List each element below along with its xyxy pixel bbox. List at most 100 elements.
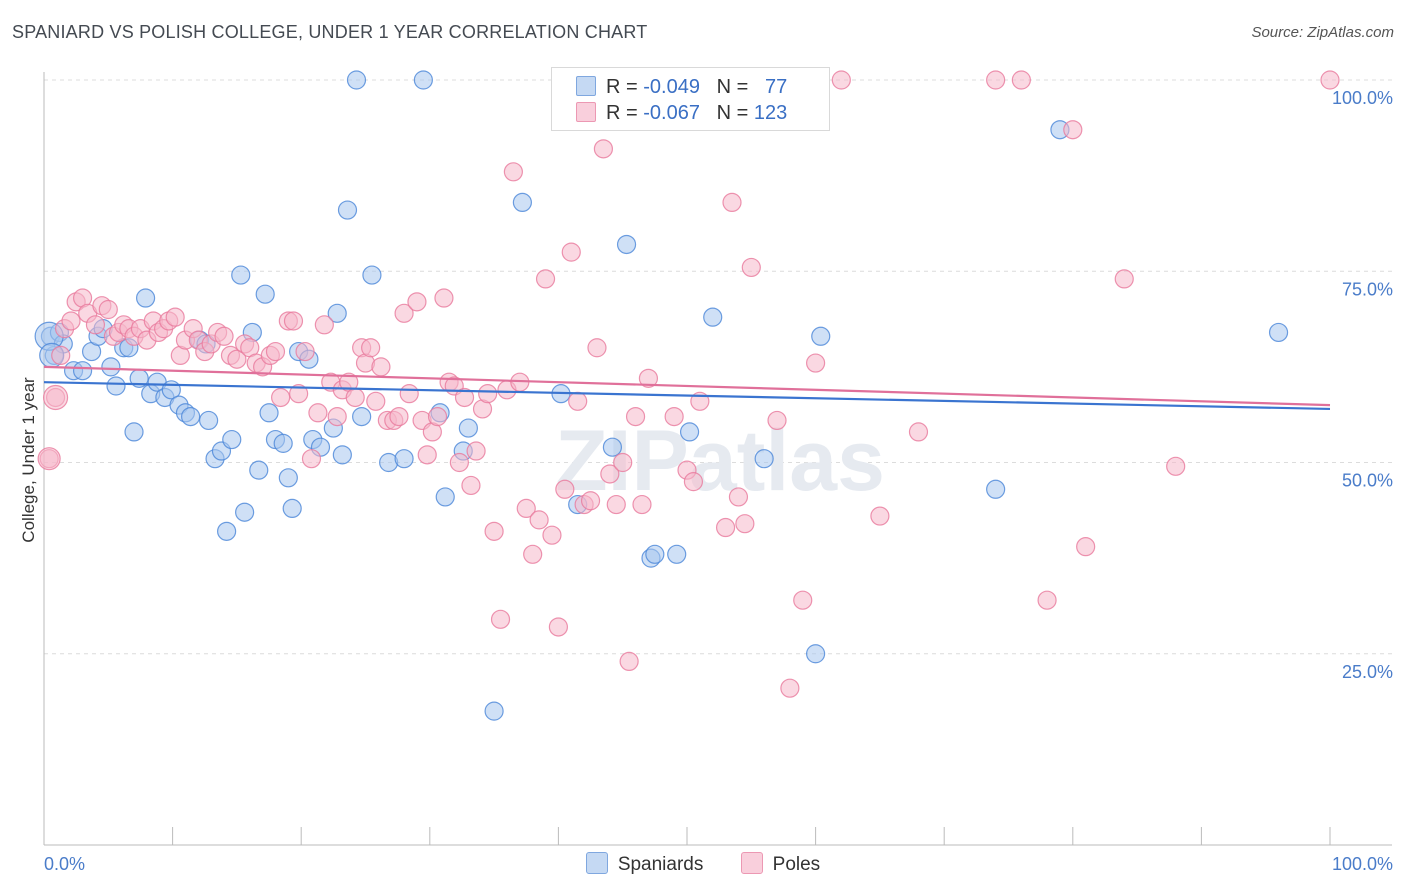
chart-title: SPANIARD VS POLISH COLLEGE, UNDER 1 YEAR… xyxy=(12,22,648,42)
data-point-poles xyxy=(606,494,626,515)
grid-lines xyxy=(44,79,1392,655)
data-point-poles xyxy=(227,349,247,369)
data-point-poles xyxy=(454,387,475,408)
data-point-poles xyxy=(986,70,1006,90)
data-point-poles xyxy=(434,288,454,308)
series-poles xyxy=(37,70,1340,698)
bottom-legend-poles: Poles xyxy=(740,852,820,876)
data-point-spaniards xyxy=(645,544,665,564)
data-point-spaniards xyxy=(512,192,532,212)
data-point-poles xyxy=(314,315,334,335)
data-point-poles xyxy=(908,422,929,442)
data-point-poles xyxy=(42,384,69,411)
data-point-poles xyxy=(722,192,742,212)
trend-line-spaniards xyxy=(43,381,1331,411)
data-point-poles xyxy=(741,257,761,278)
data-point-spaniards xyxy=(352,407,372,427)
y-tick-label: 25.0% xyxy=(1342,662,1393,682)
data-point-spaniards xyxy=(249,460,269,480)
data-point-spaniards xyxy=(255,284,275,304)
legend-r-value-spaniards: -0.049 xyxy=(643,76,700,98)
y-tick-label: 75.0% xyxy=(1342,279,1393,299)
data-point-poles xyxy=(271,387,291,408)
data-point-poles xyxy=(366,391,386,411)
trend-line-poles xyxy=(43,365,1331,407)
legend-swatch-poles xyxy=(576,102,596,122)
data-point-spaniards xyxy=(805,644,826,664)
y-tick-label: 100.0% xyxy=(1332,88,1393,108)
data-point-spaniards xyxy=(327,303,347,323)
data-point-poles xyxy=(85,315,106,335)
data-point-spaniards xyxy=(484,701,504,721)
data-point-poles xyxy=(449,452,469,473)
data-point-spaniards xyxy=(222,429,242,450)
data-point-spaniards xyxy=(135,288,156,308)
data-point-poles xyxy=(593,139,614,159)
data-point-spaniards xyxy=(101,357,121,377)
data-point-poles xyxy=(548,617,569,637)
data-point-poles xyxy=(61,311,81,331)
data-point-poles xyxy=(542,525,562,545)
data-point-poles xyxy=(327,407,347,427)
data-point-poles xyxy=(301,449,322,469)
x-tick-label: 0.0% xyxy=(44,854,85,874)
legend-r-value-poles: -0.067 xyxy=(643,102,700,124)
data-point-poles xyxy=(1011,70,1031,90)
data-point-poles xyxy=(389,407,409,427)
legend-n-value-spaniards: 77 xyxy=(765,76,788,98)
data-point-poles xyxy=(683,472,704,492)
data-point-poles xyxy=(478,384,498,404)
data-point-poles xyxy=(523,544,543,564)
data-point-poles xyxy=(490,609,511,629)
data-point-poles xyxy=(1076,537,1096,557)
bottom-legend-spaniards: Spaniards xyxy=(585,852,703,876)
data-point-poles xyxy=(295,341,315,362)
data-point-spaniards xyxy=(259,403,279,423)
data-point-poles xyxy=(632,494,652,515)
data-point-poles xyxy=(715,517,736,538)
data-point-poles xyxy=(728,487,749,507)
data-point-poles xyxy=(165,307,185,327)
tick-labels: 25.0% 50.0% 75.0% 100.0% 0.0% 100.0% xyxy=(44,88,1393,874)
data-point-poles xyxy=(613,452,633,473)
data-point-poles xyxy=(780,678,800,698)
data-point-poles xyxy=(98,299,118,320)
data-point-spaniards xyxy=(235,502,255,522)
data-point-poles xyxy=(417,445,437,465)
data-point-poles xyxy=(427,407,448,427)
data-point-poles xyxy=(265,341,286,362)
data-point-spaniards xyxy=(413,70,433,90)
legend-row-poles: R = -0.067 N = 123 xyxy=(576,102,787,126)
data-point-spaniards xyxy=(703,307,723,327)
data-point-poles xyxy=(831,70,851,90)
data-point-poles xyxy=(535,269,556,289)
data-point-poles xyxy=(283,311,304,331)
data-point-spaniards xyxy=(282,498,302,518)
data-point-spaniards xyxy=(1268,322,1289,343)
data-point-poles xyxy=(308,403,328,423)
data-point-poles xyxy=(394,303,414,323)
data-point-poles xyxy=(461,475,481,496)
data-point-poles xyxy=(1320,70,1340,90)
data-point-poles xyxy=(561,242,581,262)
data-point-spaniards xyxy=(72,361,93,381)
data-point-poles xyxy=(361,338,381,358)
data-point-poles xyxy=(619,651,639,672)
data-point-poles xyxy=(399,384,419,404)
data-point-poles xyxy=(638,368,659,388)
data-point-poles xyxy=(568,391,588,411)
data-point-poles xyxy=(51,345,71,365)
data-point-spaniards xyxy=(124,422,144,442)
x-tick-label: 100.0% xyxy=(1332,854,1393,874)
data-point-poles xyxy=(793,590,813,610)
data-point-poles xyxy=(664,407,684,427)
data-point-spaniards xyxy=(199,410,219,431)
data-point-poles xyxy=(37,447,61,471)
data-point-poles xyxy=(484,521,504,541)
trend-lines xyxy=(43,365,1331,411)
data-point-poles xyxy=(580,491,601,511)
bottom-legend: Spaniards Poles xyxy=(0,852,1406,876)
data-point-poles xyxy=(529,510,549,530)
data-point-spaniards xyxy=(273,433,293,453)
data-point-poles xyxy=(767,410,787,431)
